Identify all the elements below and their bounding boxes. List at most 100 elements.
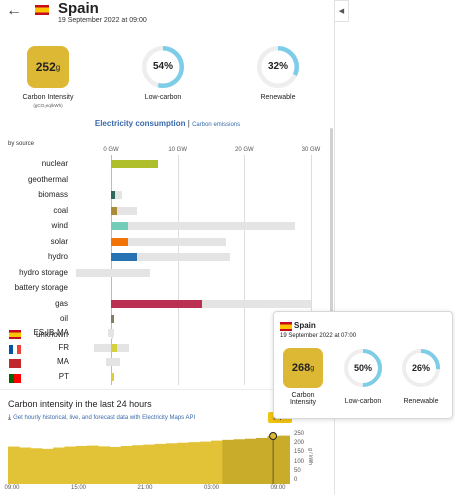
capacity-bar <box>106 358 121 366</box>
gridline <box>244 155 246 385</box>
france-flag-icon <box>9 344 21 354</box>
carbon-intensity-box: 252 g <box>27 46 69 88</box>
ring-fill <box>142 46 184 88</box>
tab-carbon-emissions[interactable]: Carbon emissions <box>192 122 241 128</box>
history-bar <box>256 437 268 484</box>
country-panel: ← Spain 19 September 2022 at 09:00 252 g … <box>0 0 335 494</box>
carbon-intensity-unit: g <box>55 62 61 72</box>
history-y-tick: 50 <box>294 467 301 474</box>
history-x-tick: 03:00 <box>203 485 220 491</box>
ring-fill <box>344 349 382 387</box>
api-link[interactable]: ⤓ Get hourly historical, live, and foreca… <box>8 414 195 422</box>
history-x-tick: 15:00 <box>70 485 87 491</box>
history-bar <box>109 446 122 484</box>
history-y-tick: 100 <box>294 458 305 465</box>
tooltip-low-carbon-ring <box>344 349 382 387</box>
download-icon: ⤓ <box>8 414 12 421</box>
carbon-intensity-value: 252 <box>35 60 56 74</box>
tooltip-timestamp: 19 September 2022 at 07:00 <box>280 333 357 339</box>
capacity-bar <box>111 299 311 308</box>
chart-tabs: Electricity consumption | Carbon emissio… <box>0 119 334 128</box>
history-y-tick: 200 <box>294 440 305 447</box>
capacity-bar <box>111 206 137 215</box>
value-bar[interactable] <box>111 191 115 199</box>
source-label-unknown: unknown <box>35 329 68 339</box>
capacity-bar <box>111 191 122 199</box>
source-label-biomass: biomass <box>38 190 68 199</box>
history-marker[interactable] <box>269 432 278 440</box>
tooltip-carbon-intensity-label: Carbon Intensity <box>289 392 317 406</box>
source-label-nuclear: nuclear <box>41 159 68 168</box>
value-bar[interactable] <box>111 237 129 246</box>
carbon-intensity-unit-label: (gCO₂eq/kWh) <box>33 103 63 108</box>
tooltip-renewable-value: 26% <box>411 363 430 373</box>
capacity-bar <box>111 222 295 230</box>
history-x-tick: 21:00 <box>137 485 153 491</box>
history-y-tick: 150 <box>294 449 305 456</box>
source-label-hydro: hydro <box>47 252 68 261</box>
history-bar <box>30 448 43 484</box>
history-bar <box>222 439 235 484</box>
by-source-label: by source <box>8 141 35 147</box>
low-carbon-ring <box>142 46 184 88</box>
spain-flag-icon <box>280 322 292 331</box>
source-label-geothermal: geothermal <box>27 174 68 184</box>
history-x-tick: 09:00 <box>4 485 20 491</box>
tooltip-renewable-ring <box>402 349 440 387</box>
tooltip-low-carbon-value: 50% <box>353 363 372 373</box>
capacity-bar <box>75 268 151 277</box>
history-bar <box>211 440 223 484</box>
source-label-hydro-storage: hydro storage <box>19 267 68 277</box>
value-bar[interactable] <box>111 372 115 381</box>
history-chart[interactable] <box>8 430 290 484</box>
source-label-solar: solar <box>50 236 68 246</box>
history-y-unit: g / kWh <box>307 448 313 465</box>
history-bar <box>278 435 290 484</box>
panel-header: ← Spain 19 September 2022 at 09:00 <box>0 0 334 30</box>
tooltip-carbon-intensity-unit: g <box>310 364 315 372</box>
capacity-bar <box>111 237 227 246</box>
source-label-oil: oil <box>59 314 68 323</box>
source-label-wind: wind <box>51 221 68 230</box>
gridline <box>311 155 312 385</box>
source-label-battery-storage: battery storage <box>14 283 68 292</box>
value-bar[interactable] <box>111 253 137 261</box>
value-bar[interactable] <box>111 299 202 308</box>
history-bar <box>199 441 212 484</box>
history-bar <box>64 446 77 484</box>
exchange-label-es-ib-ma: ES-IB-MA <box>33 328 69 337</box>
history-bar <box>233 439 246 484</box>
arrow-left-icon[interactable]: ← <box>6 2 22 19</box>
tab-electricity-consumption[interactable]: Electricity consumption <box>94 119 186 128</box>
exchange-label-pt: PT <box>58 371 69 381</box>
value-bar[interactable] <box>111 206 117 215</box>
tooltip-card: Spain 19 September 2022 at 07:00 268 g Ca… <box>273 311 453 419</box>
value-bar[interactable] <box>111 160 159 168</box>
history-title: Carbon intensity in the last 24 hours <box>8 399 152 409</box>
portugal-flag-icon <box>9 373 21 383</box>
low-carbon-label: Low-carbon <box>144 94 182 101</box>
source-label-coal: coal <box>53 205 68 215</box>
ring-fill <box>257 46 299 88</box>
value-bar[interactable] <box>111 315 115 323</box>
history-bar <box>120 445 133 484</box>
value-bar[interactable] <box>111 343 117 352</box>
source-label-gas: gas <box>55 298 68 308</box>
history-x-tick: 09:00 <box>270 485 286 491</box>
capacity-bar <box>108 329 114 337</box>
exchange-label-fr: FR <box>58 342 69 352</box>
tooltip-carbon-intensity-value: 268 <box>291 362 311 374</box>
spain-flag-icon <box>35 5 49 15</box>
caret-left-icon[interactable]: ◀ <box>335 0 349 22</box>
scrollbar[interactable] <box>330 128 333 408</box>
country-title: Spain <box>58 0 99 17</box>
tooltip-renewable-label: Renewable <box>403 398 439 405</box>
value-bar[interactable] <box>111 222 129 230</box>
tooltip-carbon-intensity-box: 268 g <box>283 348 323 388</box>
axis-tick: 0 GW <box>103 147 119 153</box>
axis-tick: 10 GW <box>168 147 187 153</box>
history-bar <box>8 446 20 484</box>
renewable-ring <box>257 46 299 88</box>
history-bar <box>98 446 111 484</box>
history-bar <box>41 448 54 484</box>
